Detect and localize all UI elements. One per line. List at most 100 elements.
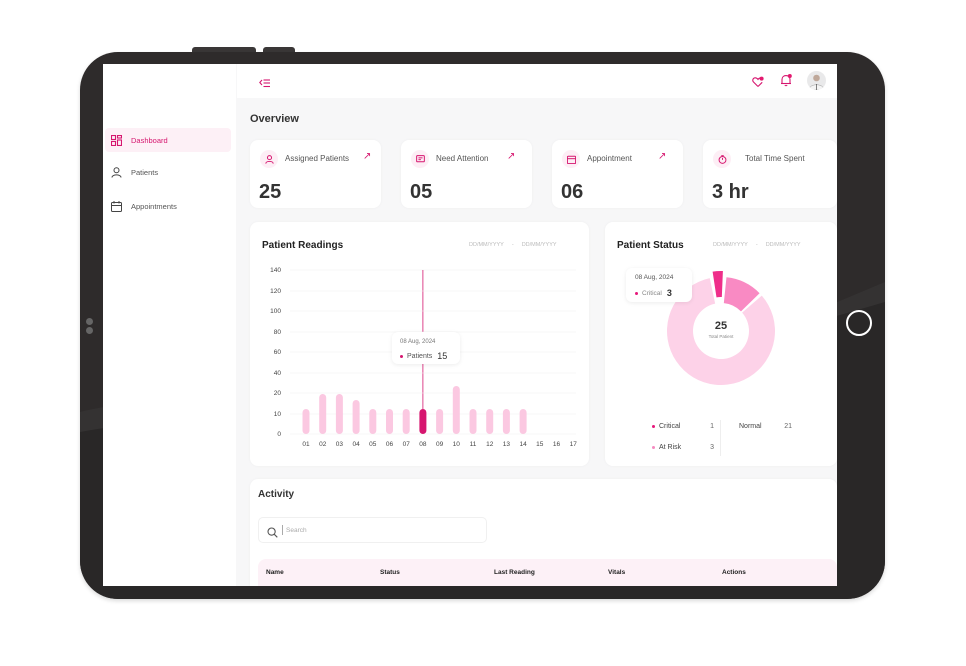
x-tick-label: 02: [319, 441, 327, 448]
legend-value: 21: [784, 423, 792, 430]
tooltip-date: 08 Aug, 2024: [400, 339, 436, 345]
patient-status-card: Patient Status DD/MM/YYYY - DD/MM/YYYY 2…: [605, 222, 837, 466]
sidebar-item-dashboard[interactable]: Dashboard: [105, 128, 231, 152]
tooltip-date: 08 Aug, 2024: [635, 274, 674, 281]
legend-dot: [400, 354, 403, 358]
x-tick-label: 01: [302, 441, 310, 448]
search-icon: [267, 525, 278, 543]
legend-dot: [635, 291, 638, 295]
bar[interactable]: [335, 394, 343, 434]
donut-chart: [667, 271, 775, 385]
timer-icon: [713, 150, 731, 168]
date-from: DD/MM/YYYY: [713, 242, 748, 248]
bar[interactable]: [436, 409, 444, 434]
tablet-camera: [86, 318, 94, 334]
bar[interactable]: [486, 409, 494, 434]
arrow-up-right-icon: ↗: [507, 151, 516, 162]
legend-critical: Critical 1: [652, 423, 714, 430]
bar[interactable]: [452, 386, 460, 434]
date-range-picker[interactable]: DD/MM/YYYY - DD/MM/YYYY: [713, 242, 801, 248]
date-range-picker[interactable]: DD/MM/YYYY - DD/MM/YYYY: [469, 242, 557, 248]
stat-card-appointment[interactable]: Appointment ↗ 06: [552, 140, 683, 208]
activity-card: Activity Search Name Status Last Reading…: [250, 479, 837, 586]
stat-card-assigned-patients[interactable]: Assigned Patients ↗ 25: [250, 140, 381, 208]
tablet-top-button: [192, 47, 256, 53]
y-tick-label: 60: [274, 349, 282, 356]
bar[interactable]: [302, 409, 310, 434]
table-header: Name Status Last Reading Vitals Actions: [258, 559, 837, 586]
section-title: Activity: [258, 489, 295, 500]
card-title: Patient Status: [617, 240, 684, 251]
donut-slice[interactable]: [712, 271, 723, 298]
sidebar-item-appointments[interactable]: Appointments: [105, 194, 231, 218]
collapse-menu-icon[interactable]: [259, 75, 270, 93]
sidebar-item-patients[interactable]: Patients: [105, 160, 231, 184]
x-tick-label: 11: [470, 441, 477, 448]
legend-value: 3: [710, 444, 714, 451]
y-tick-label: 120: [270, 288, 281, 295]
avatar[interactable]: [807, 71, 826, 90]
bar[interactable]: [402, 409, 410, 434]
tooltip-label: Patients: [407, 352, 433, 360]
donut-center-label: Total Patient: [708, 334, 734, 339]
y-tick-label: 80: [274, 329, 282, 336]
column-header-name: Name: [266, 569, 284, 576]
legend-normal: Normal 21: [739, 423, 792, 430]
legend-dot: [652, 446, 655, 449]
arrow-up-right-icon: ↗: [658, 151, 667, 162]
x-tick-label: 06: [386, 441, 394, 448]
bar[interactable]: [419, 409, 427, 434]
calendar-icon: [110, 200, 122, 212]
stat-label: Total Time Spent: [745, 154, 805, 163]
arrow-up-right-icon: ↗: [363, 151, 372, 162]
tooltip-value: 3: [666, 288, 672, 298]
bell-icon[interactable]: [780, 74, 792, 92]
main-content: Overview Assigned Patients ↗ 25 Need Att…: [237, 98, 837, 586]
tablet-top-button: [263, 47, 295, 53]
message-icon: [411, 150, 429, 168]
legend-divider: [720, 420, 721, 456]
tooltip-label: Critical: [642, 289, 662, 297]
x-tick-label: 04: [352, 441, 360, 448]
heart-notification-icon[interactable]: [752, 75, 764, 93]
date-separator: -: [511, 242, 514, 248]
tooltip-row: Patients 15: [400, 351, 447, 361]
date-separator: -: [755, 242, 758, 248]
bar[interactable]: [369, 409, 377, 434]
y-tick-label: 20: [274, 390, 282, 397]
stat-value: 3 hr: [712, 181, 749, 203]
column-header-last-reading: Last Reading: [494, 569, 535, 576]
stat-card-total-time[interactable]: Total Time Spent 3 hr: [703, 140, 837, 208]
donut-slice[interactable]: [723, 277, 760, 312]
x-tick-label: 16: [553, 441, 561, 448]
page-title: Overview: [250, 113, 299, 125]
card-title: Patient Readings: [262, 240, 344, 251]
column-header-vitals: Vitals: [608, 569, 626, 576]
y-tick-label: 10: [274, 411, 282, 418]
bar[interactable]: [519, 409, 527, 434]
x-tick-label: 12: [486, 441, 494, 448]
stat-value: 05: [410, 181, 433, 203]
stat-value: 25: [259, 181, 282, 203]
x-tick-label: 15: [536, 441, 544, 448]
donut-center-value: 25: [714, 320, 728, 332]
search-placeholder: Search: [286, 527, 307, 534]
column-header-status: Status: [380, 569, 400, 576]
chart-tooltip: 08 Aug, 2024 Critical 3: [626, 268, 692, 302]
legend-label: At Risk: [659, 444, 682, 451]
x-tick-label: 09: [436, 441, 444, 448]
bar[interactable]: [352, 400, 360, 434]
x-tick-label: 08: [419, 441, 427, 448]
bar[interactable]: [386, 409, 393, 434]
stat-card-need-attention[interactable]: Need Attention ↗ 05: [401, 140, 532, 208]
donut-slice[interactable]: [667, 278, 775, 385]
sidebar-item-label: Appointments: [131, 201, 177, 211]
stat-value: 06: [561, 181, 584, 203]
stat-label: Need Attention: [436, 154, 489, 163]
bar[interactable]: [469, 409, 477, 434]
bar[interactable]: [502, 409, 510, 434]
home-button[interactable]: [846, 310, 872, 336]
donut-hole: [694, 304, 748, 358]
search-input[interactable]: Search: [258, 517, 487, 543]
bar[interactable]: [319, 394, 327, 434]
